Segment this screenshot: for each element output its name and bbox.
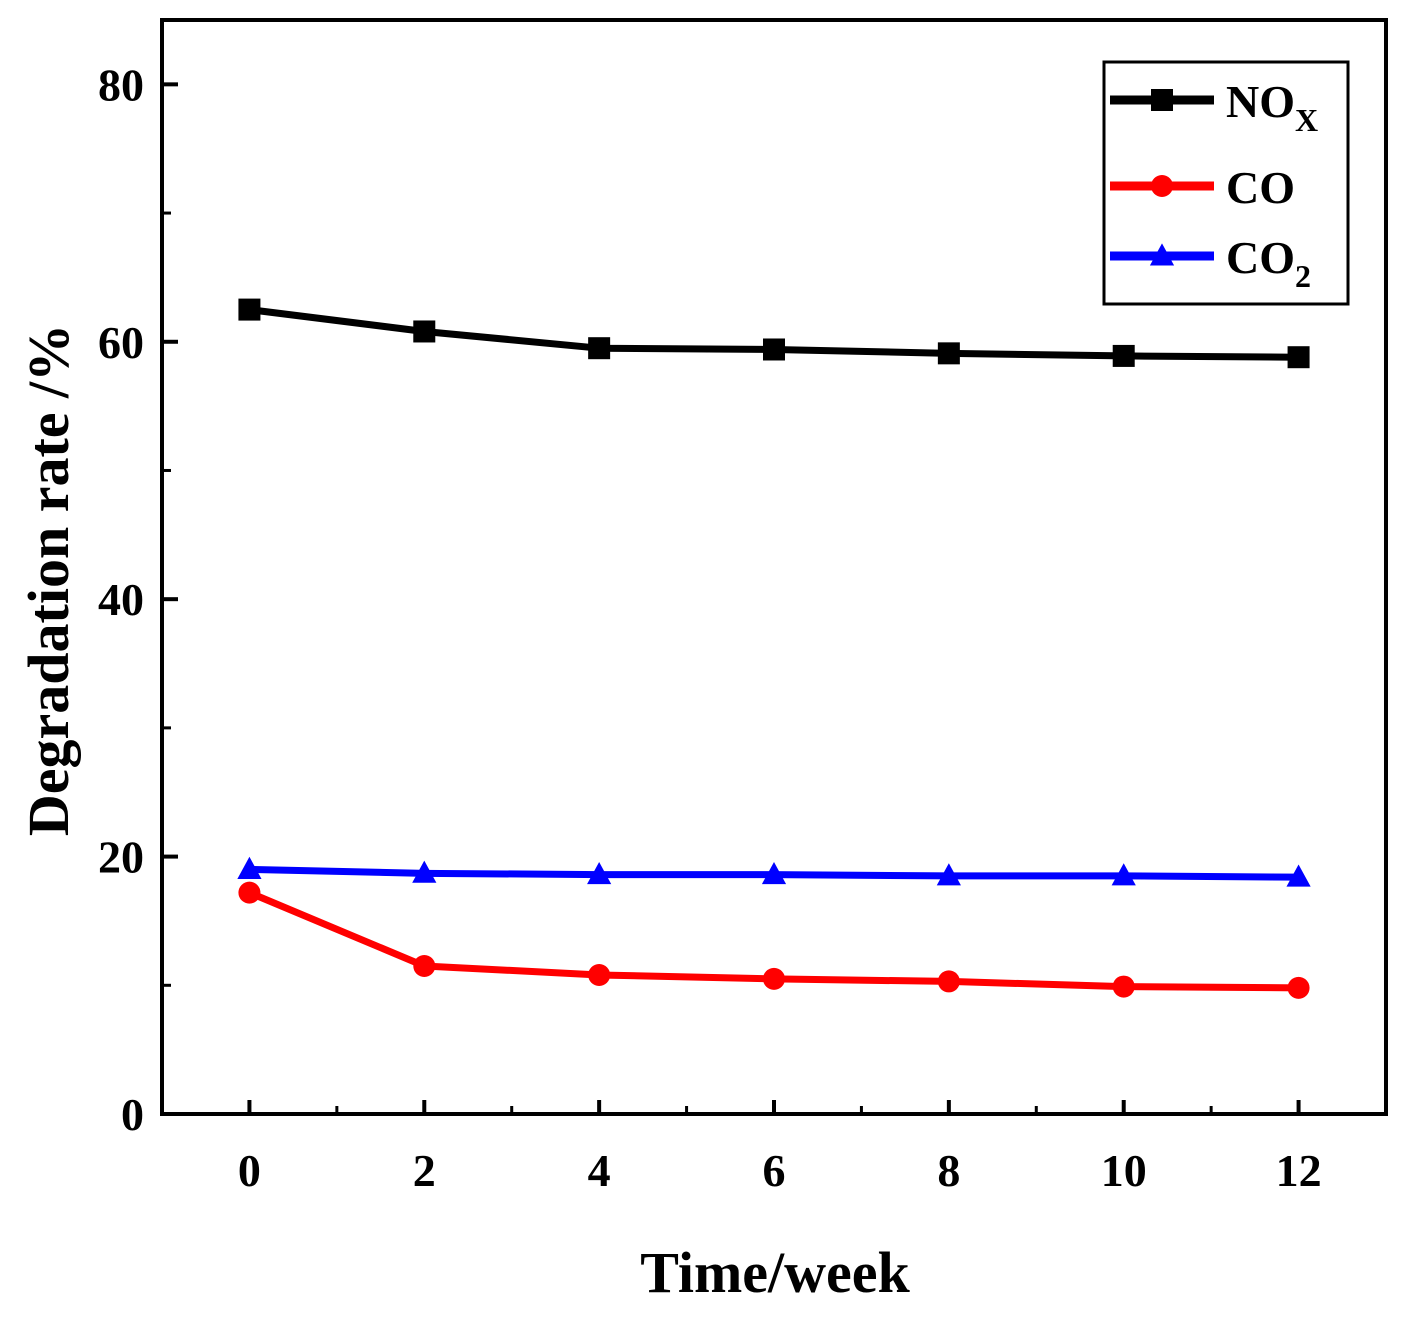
legend-label: CO2 [1226, 232, 1311, 294]
y-axis-title: Degradation rate /% [16, 324, 81, 836]
legend-label: NOX [1226, 76, 1318, 138]
legend-label: CO [1226, 162, 1295, 213]
data-point-co [588, 963, 611, 986]
data-point-nox [588, 337, 611, 360]
data-point-co [1112, 975, 1135, 998]
data-point-nox [1287, 346, 1310, 369]
data-point-co [238, 881, 261, 904]
data-point-nox [1112, 344, 1135, 367]
data-point-co2 [587, 861, 612, 885]
legend-label-main: CO [1226, 232, 1295, 283]
y-tick-label: 40 [98, 574, 144, 625]
x-tick-label: 2 [413, 1145, 436, 1196]
legend-marker [1149, 243, 1175, 266]
legend-marker [1151, 175, 1173, 197]
x-tick-label: 10 [1101, 1145, 1147, 1196]
legend-item-co2: CO2 [1110, 232, 1311, 294]
x-tick-label: 4 [588, 1145, 611, 1196]
x-tick-label: 0 [238, 1145, 261, 1196]
legend-label-subscript: X [1295, 102, 1318, 138]
data-point-co [763, 967, 785, 990]
y-tick-label: 20 [98, 832, 144, 883]
data-point-nox [763, 338, 785, 361]
data-point-nox [937, 342, 960, 365]
series-co [238, 881, 1310, 999]
x-axis-title: Time/week [640, 1240, 910, 1305]
y-tick-label: 80 [98, 59, 144, 110]
data-point-co2 [1111, 863, 1136, 886]
data-point-co [413, 954, 436, 977]
data-point-co2 [1286, 864, 1311, 887]
legend-item-co: CO [1110, 162, 1295, 213]
data-point-co2 [761, 861, 787, 885]
data-point-nox [413, 320, 436, 343]
data-point-co2 [412, 860, 437, 883]
x-tick-label: 8 [937, 1145, 960, 1196]
y-tick-label: 0 [121, 1089, 144, 1140]
data-point-co [1287, 976, 1310, 999]
series-co2 [237, 856, 1311, 887]
x-tick-label: 6 [763, 1145, 786, 1196]
data-point-co2 [237, 856, 262, 879]
y-tick-label: 60 [98, 317, 144, 368]
legend-label-main: CO [1226, 162, 1295, 213]
legend-marker [1151, 89, 1173, 111]
series-nox [238, 298, 1310, 369]
legend-item-nox: NOX [1110, 76, 1318, 138]
data-point-co2 [936, 863, 961, 886]
legend-label-main: NO [1226, 76, 1295, 127]
axes: 0 2 4 6 8 10 12 0 20 40 60 80 [98, 18, 1388, 1196]
data-point-co [937, 970, 960, 993]
series-layer [237, 298, 1311, 999]
x-tick-label: 12 [1276, 1145, 1322, 1196]
legend-label-subscript: 2 [1295, 258, 1311, 294]
data-point-nox [238, 298, 261, 321]
